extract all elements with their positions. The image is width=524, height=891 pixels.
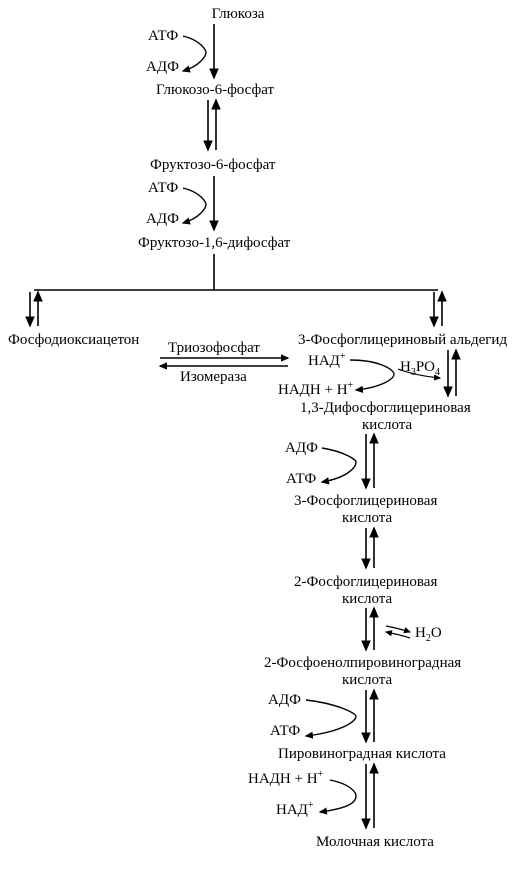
node-adp4: АДФ <box>268 692 301 709</box>
node-g3p: 3-Фосфоглицериновый альдегид <box>298 332 507 349</box>
node-glucose: Глюкоза <box>198 6 278 23</box>
node-pg3: 3-Фосфоглицериновая <box>294 493 437 510</box>
node-atp2: АТФ <box>148 180 178 197</box>
node-atp1: АТФ <box>148 28 178 45</box>
node-h2o: H2O <box>415 625 442 644</box>
node-pyr: Пировиноградная кислота <box>278 746 446 763</box>
node-nadhh2: НАДН + H+ <box>248 769 323 788</box>
node-lac: Молочная кислота <box>316 834 434 851</box>
node-nadp2: НАД+ <box>276 800 314 819</box>
node-pg3b: кислота <box>342 510 392 527</box>
node-f6p: Фруктозо-6-фосфат <box>150 157 275 174</box>
node-pepb: кислота <box>342 672 392 689</box>
node-tpi-top: Триозофосфат <box>168 340 260 357</box>
node-nadhh: НАДН + H+ <box>278 380 353 399</box>
node-adp1: АДФ <box>146 59 179 76</box>
node-h3po4: H3PO4 <box>400 359 440 378</box>
node-g6p: Глюкозо-6-фосфат <box>156 82 274 99</box>
node-f16bp: Фруктозо-1,6-дифосфат <box>138 235 290 252</box>
node-atp3: АТФ <box>286 471 316 488</box>
node-pg2: 2-Фосфоглицериновая <box>294 574 437 591</box>
node-adp3: АДФ <box>285 440 318 457</box>
node-pg2b: кислота <box>342 591 392 608</box>
node-bpg: 1,3-Дифосфоглицериновая <box>300 400 471 417</box>
node-nadp: НАД+ <box>308 351 346 370</box>
node-dhap: Фосфодиоксиацетон <box>8 332 139 349</box>
node-adp2: АДФ <box>146 211 179 228</box>
node-tpi-bot: Изомераза <box>180 369 247 386</box>
node-atp4: АТФ <box>270 723 300 740</box>
node-pep: 2-Фосфоенолпировиноградная <box>264 655 461 672</box>
node-bpg2: кислота <box>362 417 412 434</box>
